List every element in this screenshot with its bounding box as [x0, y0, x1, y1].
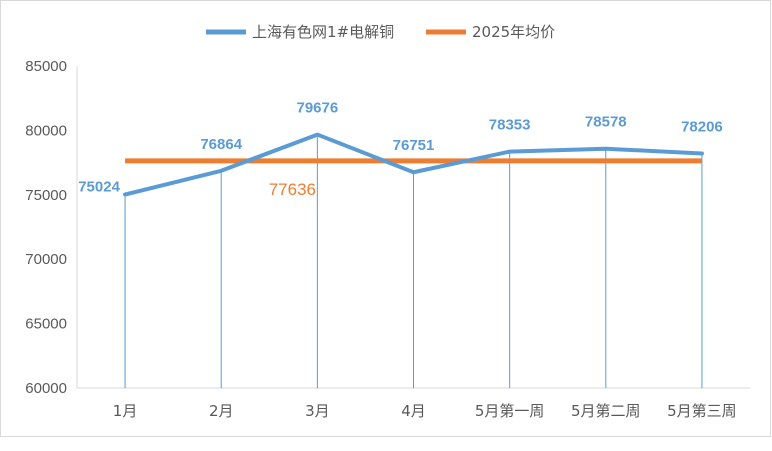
drop-lines: [124, 134, 703, 388]
legend-label-average: 2025年均价: [472, 23, 555, 41]
data-label-copper-price: 76864: [200, 136, 242, 153]
x-tick-label: 2月: [209, 402, 234, 420]
series-lines: [123, 132, 704, 197]
x-tick-label: 3月: [305, 402, 330, 420]
x-tick-label: 5月第二周: [571, 402, 641, 420]
y-tick-label: 75000: [25, 187, 67, 204]
x-tick-label: 5月第一周: [475, 402, 545, 420]
chart-border: [0, 0, 771, 437]
y-tick-label: 70000: [25, 251, 67, 268]
y-tick-label: 85000: [25, 58, 67, 75]
y-tick-label: 80000: [25, 122, 67, 139]
x-tick-label: 4月: [401, 402, 426, 420]
data-label-copper-price: 78353: [489, 117, 531, 134]
y-axis-ticks: 60000 65000 70000 75000 80000 85000: [25, 58, 67, 397]
legend-label-copy-price: 上海有色网1#电解铜: [252, 23, 394, 41]
data-label-copper-price: 78206: [681, 119, 723, 136]
y-tick-label: 60000: [25, 380, 67, 397]
data-label-copper-price: 78578: [585, 114, 627, 131]
y-tick-label: 65000: [25, 316, 67, 333]
data-labels: 75024 76864 79676 76751 78353 78578 78206 77636: [78, 100, 723, 199]
series-line-copper-price: [123, 132, 704, 197]
x-tick-label: 1月: [113, 402, 138, 420]
x-tick-label: 5月第三周: [667, 402, 737, 420]
data-label-copper-price: 75024: [78, 178, 120, 195]
data-label-copper-price: 79676: [296, 100, 338, 117]
legend: 上海有色网1#电解铜 2025年均价: [206, 23, 555, 41]
x-axis-ticks: 1月 2月 3月 4月 5月第一周 5月第二周 5月第三周: [113, 402, 737, 420]
data-label-copper-price: 76751: [393, 137, 435, 154]
data-label-average: 77636: [269, 180, 316, 199]
